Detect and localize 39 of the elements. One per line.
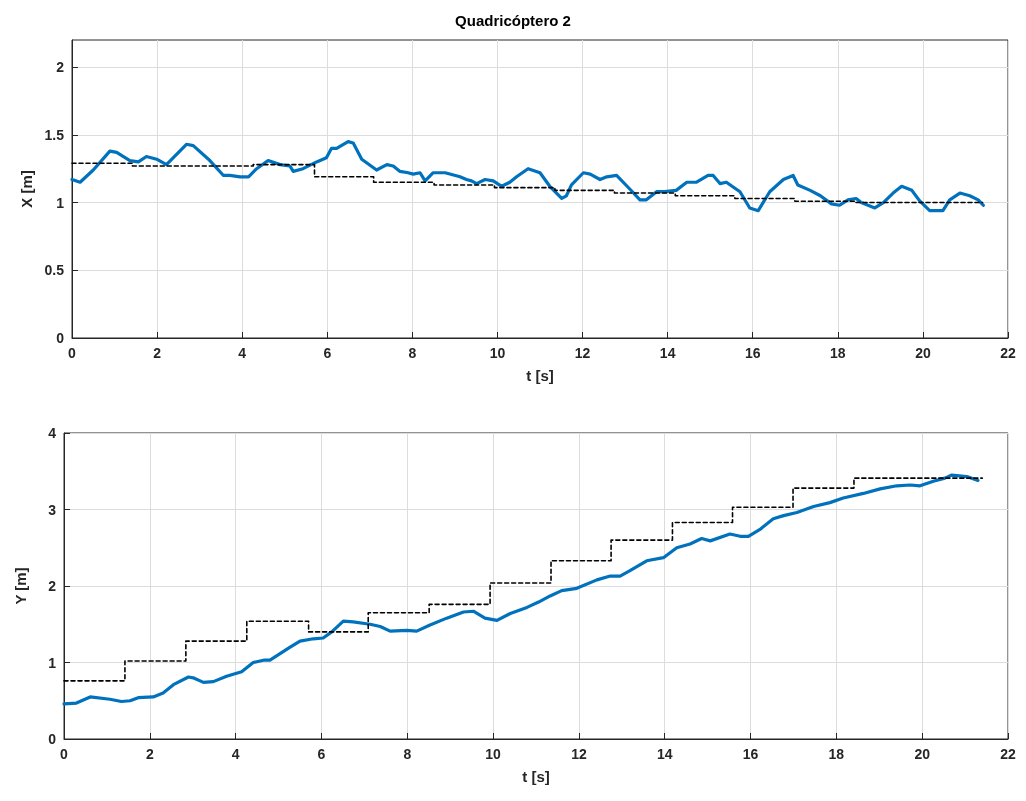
x-tick-label: 8 xyxy=(403,746,412,762)
x-axis-title: t [s] xyxy=(522,768,550,785)
x-tick-label: 20 xyxy=(914,746,931,762)
x-tick-label: 14 xyxy=(659,345,676,361)
x-tick-label: 18 xyxy=(828,746,845,762)
x-tick-label: 12 xyxy=(574,345,591,361)
y-tick-label: 1.5 xyxy=(44,126,65,143)
y-tick-label: 0 xyxy=(56,330,65,346)
x-tick-label: 10 xyxy=(485,746,502,762)
x-tick-label: 16 xyxy=(744,345,761,361)
x-tick-label: 0 xyxy=(68,345,77,361)
x-tick-label: 20 xyxy=(915,345,931,361)
x-tick-label: 14 xyxy=(656,746,673,762)
line-series xyxy=(70,139,985,213)
y-tick-label: 3 xyxy=(48,501,57,518)
x-tick-label: 6 xyxy=(317,746,326,762)
x-axis-title: t [s] xyxy=(526,367,554,384)
x-tick-label: 22 xyxy=(1000,746,1016,762)
y-tick-label: 1 xyxy=(56,194,65,211)
y-tick-label: 2 xyxy=(56,59,65,76)
x-tick-label: 6 xyxy=(323,345,332,361)
y-axis-title: X [m] xyxy=(17,170,35,208)
x-tick-label: 4 xyxy=(238,345,247,361)
x-tick-label: 8 xyxy=(408,345,417,361)
y-tick-label: 4 xyxy=(48,425,57,441)
y-tick-label: 1 xyxy=(48,654,57,671)
chart-title: Quadricóptero 2 xyxy=(455,12,571,29)
x-tick-label: 2 xyxy=(145,746,154,762)
y-tick-label: 2 xyxy=(48,578,57,594)
x-tick-label: 18 xyxy=(830,345,846,361)
x-tick-label: 4 xyxy=(231,746,240,762)
x-tick-label: 12 xyxy=(571,746,587,762)
x-tick-label: 16 xyxy=(742,746,759,762)
x-tick-label: 2 xyxy=(153,345,162,361)
x-tick-label: 22 xyxy=(1000,345,1016,361)
y-tick-label: 0.5 xyxy=(44,262,65,279)
y-axis-title: Y [m] xyxy=(12,567,29,605)
x-tick-label: 10 xyxy=(489,345,506,361)
y-tick-label: 0 xyxy=(48,731,57,747)
